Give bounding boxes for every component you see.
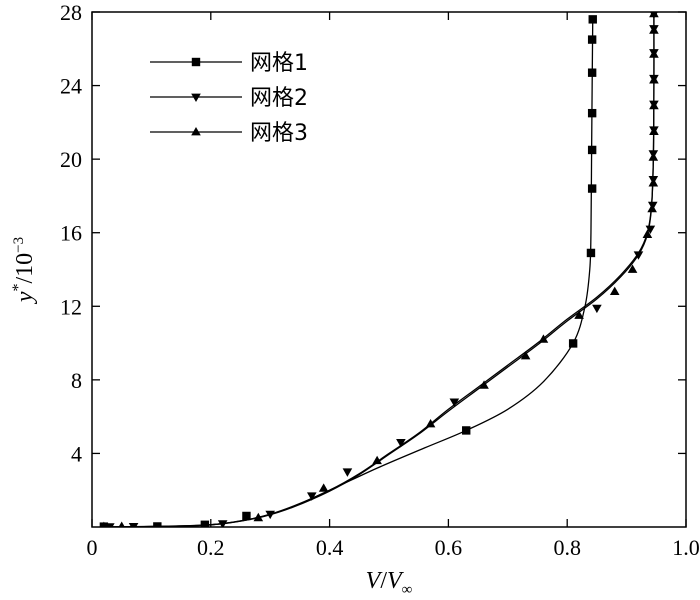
x-tick-label: 0.8 (553, 535, 581, 560)
legend-label: 网格3 (250, 121, 308, 146)
x-tick-label: 1.0 (672, 535, 700, 560)
legend-marker (191, 57, 201, 67)
data-point-series-2 (105, 523, 115, 527)
y-tick-label: 28 (60, 0, 82, 25)
data-point-series-1 (462, 426, 471, 435)
y-tick-label: 4 (71, 441, 82, 466)
data-point-series-1 (588, 15, 597, 24)
legend-label: 网格1 (250, 51, 308, 76)
data-point-series-2 (396, 438, 406, 448)
y-tick-label: 12 (60, 294, 82, 319)
legend-label: 网格2 (250, 86, 308, 111)
data-point-series-2 (128, 523, 139, 527)
data-point-series-1 (153, 522, 162, 527)
data-point-series-1 (587, 35, 597, 44)
legend-entry-3: 网格3 (150, 121, 308, 146)
data-point-series-3 (372, 455, 382, 465)
series-line-3 (103, 13, 655, 527)
data-point-series-3 (609, 286, 620, 295)
y-tick-label: 24 (60, 74, 82, 99)
data-point-series-1 (587, 108, 597, 118)
data-point-series-3 (538, 334, 549, 343)
data-point-series-1 (587, 184, 597, 193)
legend-marker (191, 93, 201, 102)
series-line-2 (103, 13, 655, 527)
x-tick-label: 0.2 (197, 535, 225, 560)
data-point-series-3 (647, 203, 657, 213)
series-2 (103, 12, 659, 527)
y-tick-label: 8 (71, 368, 82, 393)
data-point-series-2 (449, 398, 460, 407)
data-point-series-3 (479, 380, 489, 389)
data-point-series-1 (586, 248, 596, 258)
data-point-series-3 (649, 49, 659, 58)
data-point-series-3 (649, 100, 659, 110)
data-point-series-2 (306, 492, 317, 501)
x-axis-title: V/V∞ (366, 568, 413, 598)
axes: 0 0.2 0.4 0.6 0.8 1.0 4 8 12 16 20 24 28 (60, 0, 700, 560)
x-tick-label: 0 (87, 535, 98, 560)
series-3 (100, 12, 659, 527)
data-point-series-2 (645, 225, 656, 235)
legend-marker (191, 127, 201, 136)
data-point-series-3 (648, 152, 659, 161)
data-point-series-3 (118, 521, 125, 527)
data-point-series-1 (587, 68, 597, 77)
data-point-series-2 (592, 304, 602, 314)
plot-area (99, 12, 659, 527)
legend-entry-1: 网格1 (150, 51, 308, 76)
data-point-series-3 (627, 264, 638, 273)
series-line-1 (103, 19, 594, 527)
data-point-series-1 (587, 145, 597, 155)
data-point-series-3 (648, 178, 659, 187)
data-point-series-3 (649, 12, 659, 18)
legend: 网格1 网格2 网格3 (150, 51, 308, 146)
data-point-series-3 (574, 310, 584, 319)
data-point-series-3 (253, 512, 264, 522)
y-axis-title: y*/10−3 (10, 237, 38, 304)
data-point-series-3 (318, 483, 329, 492)
data-point-series-3 (520, 350, 531, 360)
data-point-series-3 (100, 521, 107, 527)
data-point-series-1 (242, 511, 251, 521)
plot-frame (91, 11, 687, 528)
y-tick-label: 20 (60, 147, 82, 172)
axis-titles: V/V∞ y*/10−3 (10, 237, 412, 598)
data-point-series-3 (649, 126, 659, 135)
data-point-series-3 (425, 419, 436, 428)
legend-entry-2: 网格2 (150, 86, 308, 111)
y-tick-label: 16 (60, 221, 82, 246)
data-point-series-1 (568, 339, 578, 348)
data-point-series-1 (200, 520, 210, 527)
data-point-series-3 (642, 229, 653, 238)
series-1 (99, 15, 597, 527)
x-tick-label: 0.4 (316, 535, 344, 560)
data-point-series-3 (649, 25, 659, 34)
x-tick-label: 0.6 (435, 535, 463, 560)
data-point-series-3 (649, 75, 659, 84)
data-point-series-2 (342, 468, 353, 477)
